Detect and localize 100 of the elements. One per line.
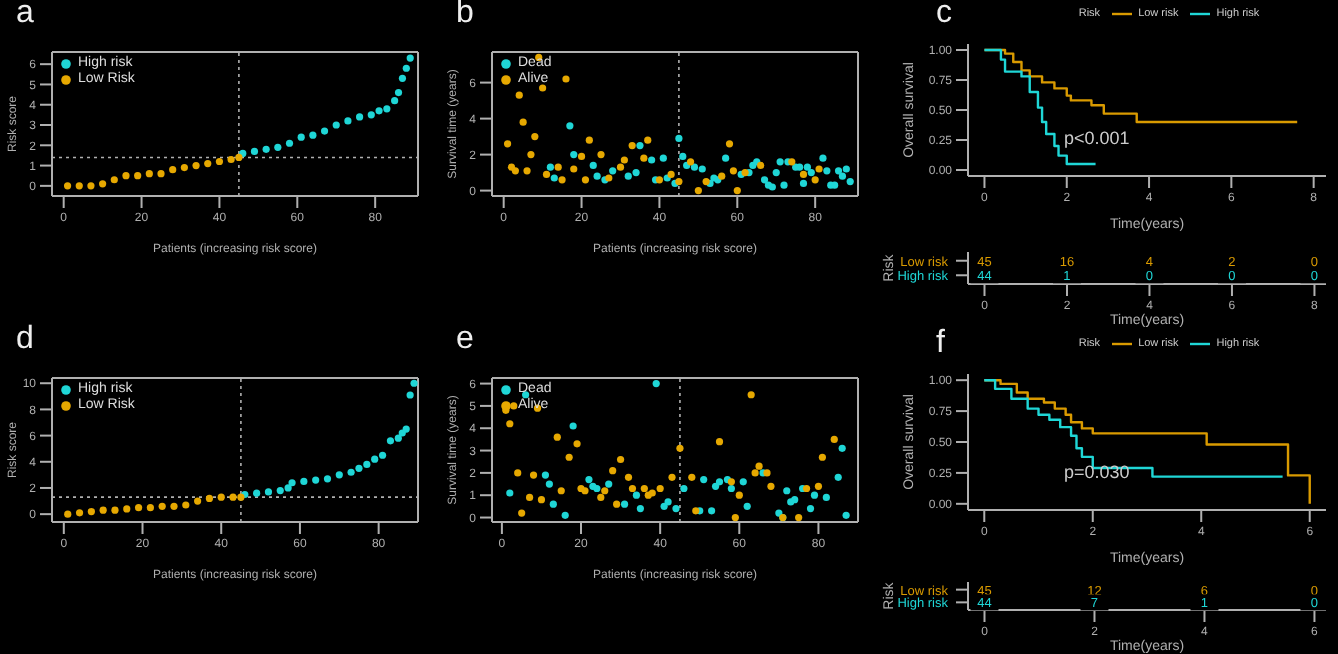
- point: [814, 482, 823, 490]
- point: [122, 172, 130, 180]
- point: [523, 167, 531, 175]
- point: [632, 491, 641, 499]
- point: [577, 152, 586, 160]
- point: [356, 113, 364, 121]
- point: [698, 165, 706, 173]
- point: [807, 169, 815, 177]
- point: [799, 179, 808, 187]
- point: [182, 501, 190, 509]
- point: [253, 489, 261, 497]
- point: [375, 107, 383, 115]
- point: [624, 473, 633, 481]
- point: [616, 455, 625, 464]
- point: [652, 379, 660, 388]
- point: [743, 502, 751, 510]
- point: [676, 444, 684, 452]
- point: [146, 504, 154, 512]
- point: [628, 484, 637, 493]
- point: [573, 440, 581, 448]
- point: [751, 469, 759, 477]
- point: [64, 510, 72, 518]
- point: [99, 180, 107, 188]
- chart-title: e: [456, 322, 474, 358]
- point: [546, 163, 554, 171]
- point: [529, 471, 538, 479]
- point: [822, 493, 830, 502]
- point: [539, 84, 547, 92]
- point: [506, 420, 514, 428]
- point: [569, 422, 577, 430]
- point: [565, 453, 573, 461]
- point: [355, 464, 363, 472]
- point: [767, 482, 775, 490]
- point: [585, 136, 593, 144]
- point: [276, 486, 284, 495]
- point: [755, 462, 763, 470]
- point: [616, 163, 625, 171]
- point: [632, 169, 640, 177]
- point: [386, 437, 395, 445]
- point: [585, 475, 593, 484]
- chart-title: f: [936, 326, 945, 362]
- point: [274, 143, 282, 151]
- point: [378, 451, 387, 459]
- point: [194, 497, 202, 505]
- point: [636, 505, 644, 513]
- point: [811, 176, 819, 184]
- point: [819, 154, 827, 162]
- point: [722, 154, 730, 162]
- point: [780, 181, 788, 189]
- point: [371, 455, 379, 463]
- point: [620, 156, 628, 164]
- point: [205, 494, 214, 503]
- point: [215, 157, 224, 166]
- point: [609, 167, 617, 175]
- point: [581, 176, 590, 184]
- annotation: p=0.030: [1064, 462, 1130, 482]
- point: [842, 511, 850, 519]
- point: [519, 118, 527, 126]
- point: [312, 476, 320, 484]
- point: [262, 145, 270, 153]
- point: [217, 493, 225, 501]
- point: [134, 504, 143, 512]
- point: [264, 488, 273, 496]
- point: [597, 493, 605, 502]
- point: [659, 154, 667, 162]
- point: [609, 467, 617, 475]
- point: [63, 182, 72, 190]
- point: [87, 182, 95, 190]
- point: [363, 460, 371, 468]
- point: [806, 505, 815, 513]
- point: [597, 151, 605, 159]
- point: [402, 425, 410, 433]
- point: [775, 509, 783, 517]
- point: [110, 176, 118, 184]
- point: [783, 487, 791, 495]
- point: [410, 379, 418, 387]
- point: [394, 88, 403, 97]
- point: [284, 484, 292, 492]
- point: [810, 491, 819, 499]
- point: [402, 64, 410, 72]
- chart-title: c: [936, 0, 952, 32]
- point: [733, 187, 741, 195]
- point: [235, 153, 243, 162]
- point: [562, 75, 570, 83]
- point: [192, 161, 200, 170]
- point: [145, 170, 153, 178]
- point: [545, 480, 553, 488]
- point: [776, 158, 784, 166]
- point: [838, 172, 847, 180]
- point: [288, 479, 296, 487]
- point: [323, 475, 332, 483]
- point: [558, 176, 566, 184]
- point: [818, 453, 826, 461]
- point: [739, 478, 747, 486]
- point: [731, 513, 739, 522]
- point: [735, 491, 743, 499]
- point: [542, 170, 551, 178]
- point: [799, 170, 808, 178]
- annotation: p<0.001: [1064, 128, 1130, 148]
- point: [708, 507, 716, 515]
